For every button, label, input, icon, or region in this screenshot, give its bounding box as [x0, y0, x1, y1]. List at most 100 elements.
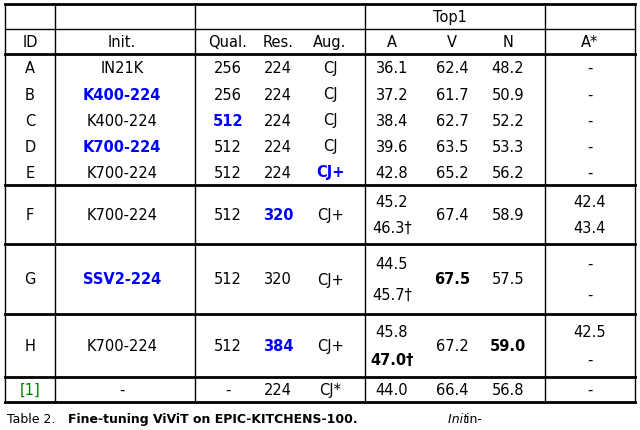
- Text: 320: 320: [264, 272, 292, 287]
- Text: [1]: [1]: [20, 382, 40, 397]
- Text: 256: 256: [214, 87, 242, 102]
- Text: 39.6: 39.6: [376, 139, 408, 154]
- Text: 58.9: 58.9: [492, 208, 524, 222]
- Text: 37.2: 37.2: [376, 87, 408, 102]
- Text: V: V: [447, 35, 457, 50]
- Text: 62.4: 62.4: [436, 61, 468, 76]
- Text: -: -: [588, 257, 593, 271]
- Text: Aug.: Aug.: [314, 35, 347, 50]
- Text: K400-224: K400-224: [86, 113, 157, 128]
- Text: -: -: [588, 382, 593, 397]
- Text: 67.5: 67.5: [434, 272, 470, 287]
- Text: 224: 224: [264, 165, 292, 180]
- Text: 67.2: 67.2: [436, 338, 468, 353]
- Text: 48.2: 48.2: [492, 61, 524, 76]
- Text: -: -: [119, 382, 125, 397]
- Text: ID: ID: [22, 35, 38, 50]
- Text: -: -: [588, 352, 593, 367]
- Text: K700-224: K700-224: [83, 139, 161, 154]
- Text: 512: 512: [214, 272, 242, 287]
- Text: D: D: [24, 139, 36, 154]
- Text: Table 2.: Table 2.: [7, 412, 60, 426]
- Text: 42.4: 42.4: [573, 194, 606, 209]
- Text: 45.7†: 45.7†: [372, 287, 412, 302]
- Text: 56.8: 56.8: [492, 382, 524, 397]
- Text: 224: 224: [264, 382, 292, 397]
- Text: IN21K: IN21K: [100, 61, 143, 76]
- Text: K700-224: K700-224: [86, 208, 157, 222]
- Text: Top1: Top1: [433, 10, 467, 25]
- Text: CJ+: CJ+: [317, 338, 344, 353]
- Text: in-: in-: [462, 412, 482, 426]
- Text: CJ+: CJ+: [317, 208, 344, 222]
- Text: 42.5: 42.5: [573, 324, 606, 339]
- Text: 512: 512: [214, 208, 242, 222]
- Text: K700-224: K700-224: [86, 338, 157, 353]
- Text: 224: 224: [264, 113, 292, 128]
- Text: C: C: [25, 113, 35, 128]
- Text: CJ: CJ: [323, 113, 337, 128]
- Text: G: G: [24, 272, 36, 287]
- Text: -: -: [588, 287, 593, 302]
- Text: 50.9: 50.9: [492, 87, 524, 102]
- Text: Init: Init: [432, 412, 468, 426]
- Text: CJ: CJ: [323, 61, 337, 76]
- Text: 45.8: 45.8: [376, 324, 408, 339]
- Text: 42.8: 42.8: [376, 165, 408, 180]
- Text: E: E: [26, 165, 35, 180]
- Text: F: F: [26, 208, 34, 222]
- Text: CJ+: CJ+: [316, 165, 344, 180]
- Text: A*: A*: [581, 35, 598, 50]
- Text: 512: 512: [214, 338, 242, 353]
- Text: 61.7: 61.7: [436, 87, 468, 102]
- Text: 256: 256: [214, 61, 242, 76]
- Text: 45.2: 45.2: [376, 194, 408, 209]
- Text: SSV2-224: SSV2-224: [83, 272, 161, 287]
- Text: 46.3†: 46.3†: [372, 221, 412, 236]
- Text: Init.: Init.: [108, 35, 136, 50]
- Text: 224: 224: [264, 61, 292, 76]
- Text: 59.0: 59.0: [490, 338, 526, 353]
- Text: 36.1: 36.1: [376, 61, 408, 76]
- Text: 63.5: 63.5: [436, 139, 468, 154]
- Text: CJ: CJ: [323, 87, 337, 102]
- Text: Res.: Res.: [262, 35, 294, 50]
- Text: 47.0†: 47.0†: [371, 352, 413, 367]
- Text: 66.4: 66.4: [436, 382, 468, 397]
- Text: H: H: [24, 338, 35, 353]
- Text: 38.4: 38.4: [376, 113, 408, 128]
- Text: CJ+: CJ+: [317, 272, 344, 287]
- Text: 53.3: 53.3: [492, 139, 524, 154]
- Text: -: -: [588, 113, 593, 128]
- Text: 512: 512: [214, 139, 242, 154]
- Text: CJ*: CJ*: [319, 382, 341, 397]
- Text: 44.0: 44.0: [376, 382, 408, 397]
- Text: B: B: [25, 87, 35, 102]
- Text: 320: 320: [263, 208, 293, 222]
- Text: -: -: [225, 382, 230, 397]
- Text: A: A: [25, 61, 35, 76]
- Text: 44.5: 44.5: [376, 257, 408, 271]
- Text: Qual.: Qual.: [209, 35, 248, 50]
- Text: 224: 224: [264, 87, 292, 102]
- Text: 56.2: 56.2: [492, 165, 524, 180]
- Text: -: -: [588, 87, 593, 102]
- Text: 65.2: 65.2: [436, 165, 468, 180]
- Text: 57.5: 57.5: [492, 272, 524, 287]
- Text: CJ: CJ: [323, 139, 337, 154]
- Text: 43.4: 43.4: [574, 221, 606, 236]
- Text: Fine-tuning ViViT on EPIC-KITCHENS-100.: Fine-tuning ViViT on EPIC-KITCHENS-100.: [68, 412, 358, 426]
- Text: 67.4: 67.4: [436, 208, 468, 222]
- Text: 384: 384: [263, 338, 293, 353]
- Text: 62.7: 62.7: [436, 113, 468, 128]
- Text: 512: 512: [212, 113, 243, 128]
- Text: 52.2: 52.2: [492, 113, 524, 128]
- Text: 224: 224: [264, 139, 292, 154]
- Text: K400-224: K400-224: [83, 87, 161, 102]
- Text: -: -: [588, 139, 593, 154]
- Text: -: -: [588, 165, 593, 180]
- Text: 512: 512: [214, 165, 242, 180]
- Text: K700-224: K700-224: [86, 165, 157, 180]
- Text: -: -: [588, 61, 593, 76]
- Text: N: N: [502, 35, 513, 50]
